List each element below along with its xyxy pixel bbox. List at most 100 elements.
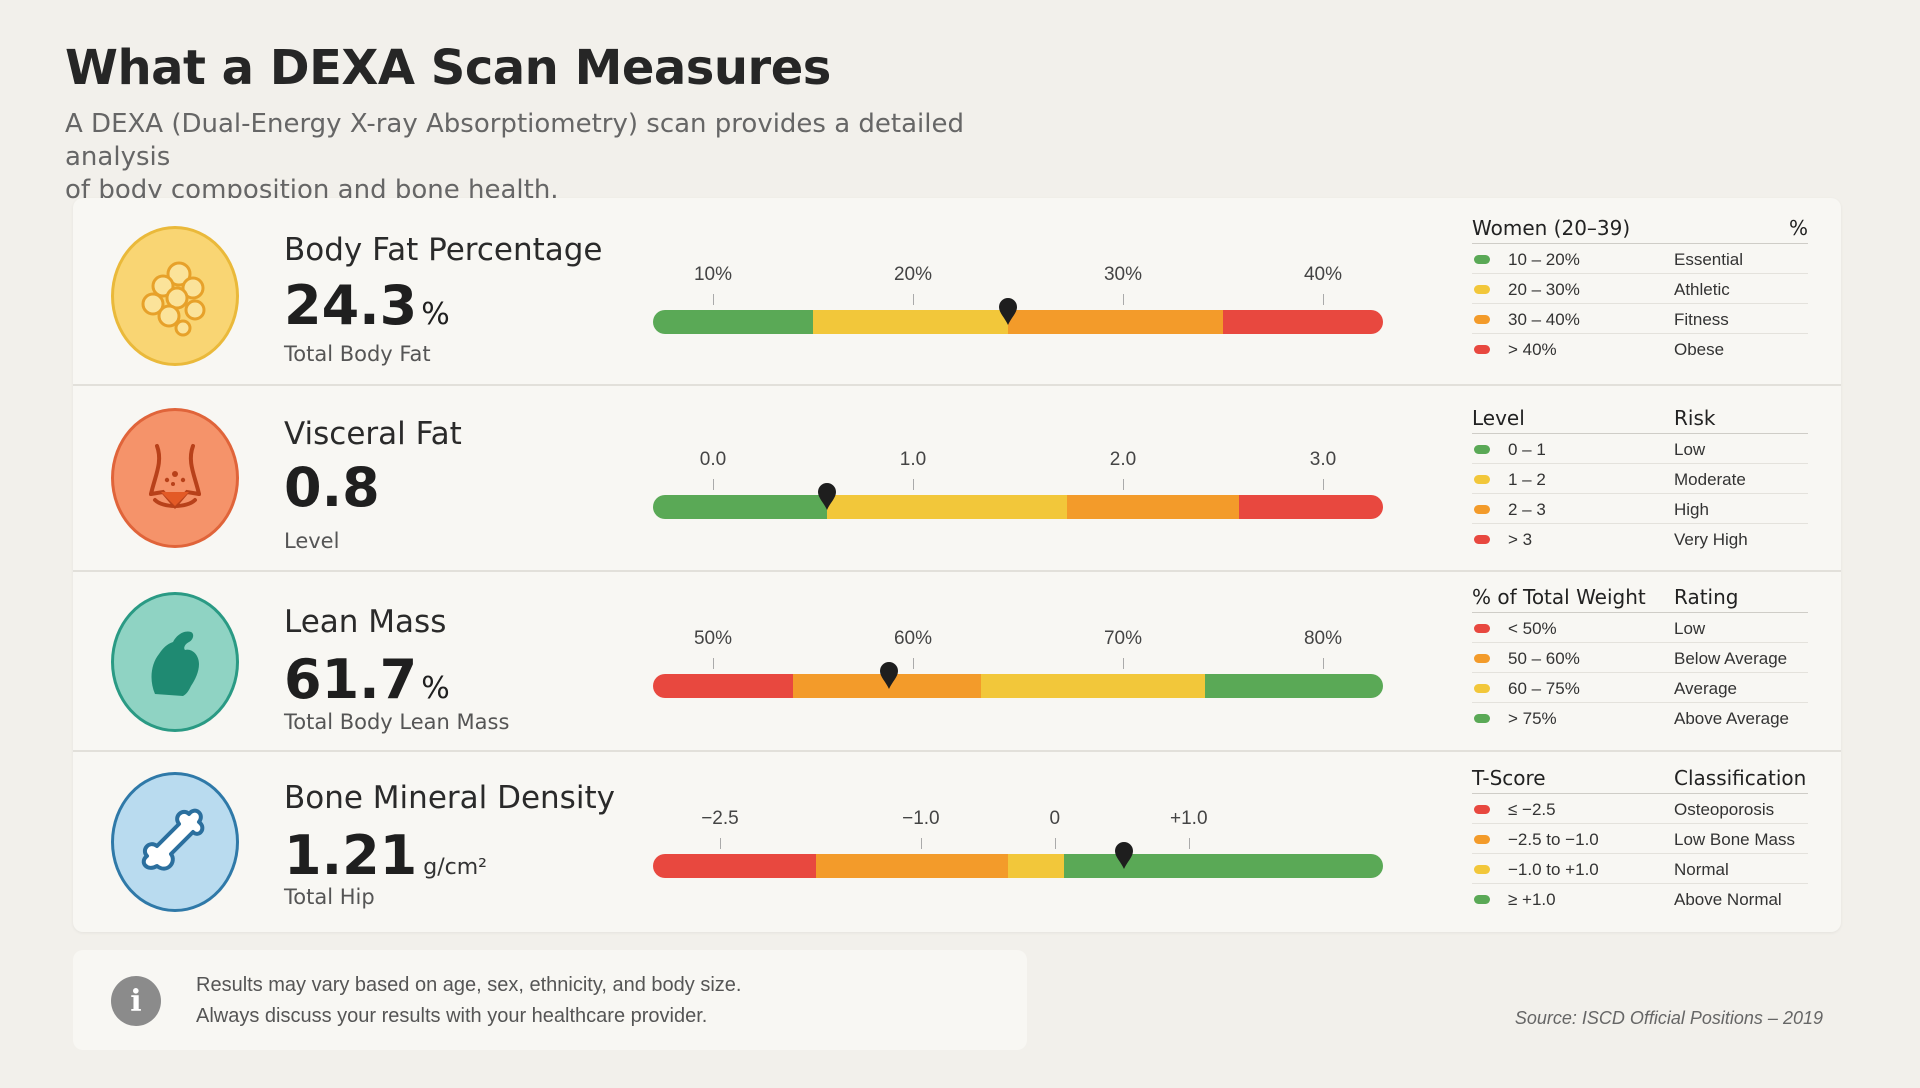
legend-range: ≤ −2.5 [1508,800,1556,819]
tick-mark [713,294,714,305]
tick-mark [1123,294,1124,305]
legend-range: 10 – 20% [1508,250,1580,269]
legend-header-col2: Risk [1674,406,1716,430]
tick-mark [713,479,714,490]
gauge-body-fat: 10% 20% 30% 40% [653,264,1383,344]
gauge-segment-green [1064,854,1383,878]
legend-header-col1: T-Score [1472,766,1546,790]
tick-label: −1.0 [902,808,940,829]
metric-value: 1.21 g/cm² [284,824,487,887]
tick-label: 50% [693,628,733,649]
bone-icon [111,772,239,912]
legend-label: High [1674,500,1709,519]
metric-name: Bone Mineral Density [284,780,615,816]
metrics-card: Body Fat Percentage 24.3% Total Body Fat… [73,198,1841,932]
tick-label: 30% [1103,264,1143,285]
legend-header-col1: Women (20–39) [1472,216,1631,240]
legend-swatch [1474,255,1490,264]
legend-swatch [1474,895,1490,904]
legend-swatch [1474,315,1490,324]
legend-swatch [1474,475,1490,484]
gauge-segment-red [653,854,817,878]
legend-row: 0 – 1 Low [1472,434,1808,464]
disclaimer-note: i Results may vary based on age, sex, et… [73,950,1027,1050]
metric-sub-label: Level [284,529,340,553]
legend-label: Obese [1674,340,1725,359]
metric-sub-label: Total Body Lean Mass [284,710,510,734]
gauge-bar [653,495,1383,519]
legend-range: −2.5 to −1.0 [1508,830,1599,849]
legend-label: Above Average [1674,709,1789,728]
tick-label: 0 [1049,808,1061,829]
metric-name: Body Fat Percentage [284,232,603,268]
gauge-bar [653,310,1383,334]
legend-label: Low [1674,440,1706,459]
note-line-1: Results may vary based on age, sex, ethn… [196,974,742,996]
metric-sub-label: Total Hip [284,885,375,909]
legend-row: 2 – 3 High [1472,494,1808,524]
legend-swatch [1474,285,1490,294]
gauge-segment-red [1239,495,1383,519]
tick-mark [920,838,922,849]
legend-header-col2: Rating [1674,585,1739,609]
gauge-visceral-fat: 0.0 1.0 2.0 3.0 [653,449,1383,529]
legend-row: ≥ +1.0 Above Normal [1472,884,1808,914]
legend-swatch [1474,714,1490,723]
legend-swatch [1474,654,1490,663]
legend-header-col2: Classification [1674,766,1807,790]
legend-visceral-fat: Level Risk 0 – 1 Low 1 – 2 Moderate 2 – 3 High >… [1472,404,1808,554]
metric-number: 0.8 [284,456,380,519]
legend-row: 10 – 20% Essential [1472,244,1808,274]
tick-mark [713,658,714,669]
metric-sub-label: Total Body Fat [284,342,431,366]
legend-row: 20 – 30% Athletic [1472,274,1808,304]
page-subtitle: A DEXA (Dual-Energy X-ray Absorptiometry… [65,108,1065,207]
metric-value: 61.7% [284,648,450,711]
legend-range: 1 – 2 [1508,470,1546,489]
metric-unit: g/cm² [423,855,487,880]
legend-row: 50 – 60% Below Average [1472,643,1808,673]
metric-row-visceral-fat: Visceral Fat 0.8 Level 0.0 1.0 2.0 3.0 Leve… [73,386,1841,572]
legend-label: Very High [1674,530,1748,549]
legend-label: Low [1674,619,1706,638]
legend-header: Level Risk [1472,404,1808,434]
tick-label: 1.0 [899,449,927,470]
tick-mark [719,838,721,849]
gauge-segment-orange [1008,310,1223,334]
tick-label: 70% [1103,628,1143,649]
metric-value: 24.3% [284,274,450,337]
note-text: Results may vary based on age, sex, ethn… [196,970,741,1032]
legend-range: > 40% [1508,340,1557,359]
torso-icon [111,408,239,548]
subtitle-line-1: A DEXA (Dual-Energy X-ray Absorptiometry… [65,109,965,172]
legend-range: 2 – 3 [1508,500,1546,519]
metric-row-bone-density: Bone Mineral Density 1.21 g/cm² Total Hip… [73,752,1841,932]
legend-row: > 75% Above Average [1472,703,1808,733]
legend-swatch [1474,535,1490,544]
value-marker-icon [999,298,1017,325]
metric-name: Lean Mass [284,604,447,640]
metric-number: 24.3 [284,274,418,337]
tick-mark [1323,479,1324,490]
legend-swatch [1474,865,1490,874]
legend-row: > 40% Obese [1472,334,1808,364]
legend-lean-mass: % of Total Weight Rating < 50% Low 50 – 60% B… [1472,583,1808,733]
tick-mark [1054,838,1056,849]
metric-unit: % [421,671,450,706]
legend-range: ≥ +1.0 [1508,890,1556,909]
gauge-bone-density: −2.5 −1.0 0 +1.0 [653,808,1383,888]
tick-label: 2.0 [1109,449,1137,470]
legend-label: Average [1674,679,1738,698]
legend-row: −2.5 to −1.0 Low Bone Mass [1472,824,1808,854]
gauge-segment-yellow [813,310,1008,334]
tick-label: +1.0 [1170,808,1208,829]
tick-label: 60% [893,628,933,649]
tick-mark [1123,658,1124,669]
gauge-segment-yellow [981,674,1205,698]
legend-label: Osteoporosis [1674,800,1775,819]
metric-value: 0.8 [284,456,380,519]
legend-range: −1.0 to +1.0 [1508,860,1599,879]
gauge-segment-red [1223,310,1383,334]
metric-name: Visceral Fat [284,416,462,452]
gauge-segment-green [653,310,813,334]
